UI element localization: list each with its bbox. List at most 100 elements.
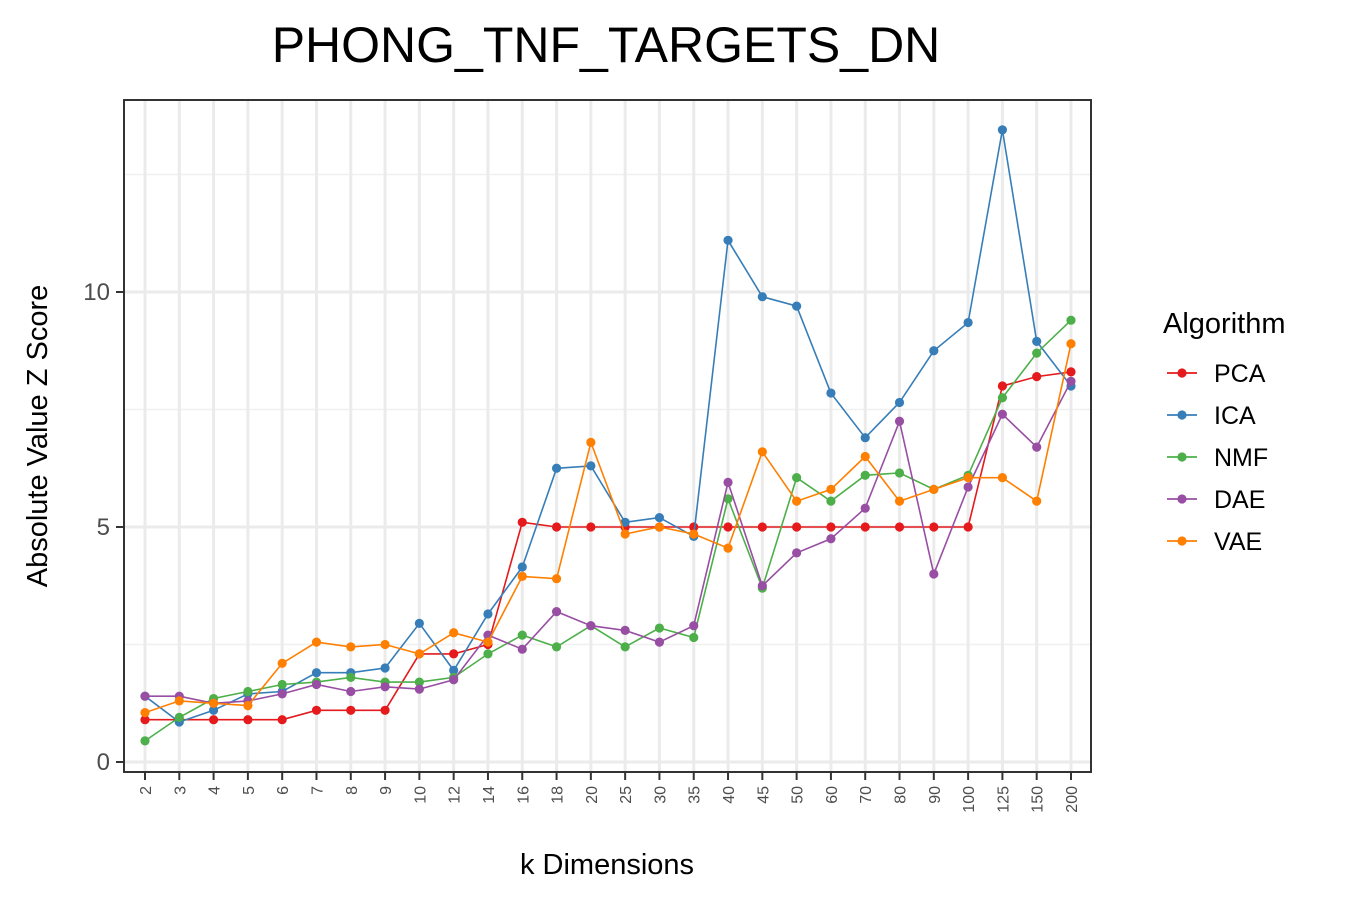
- legend-label: VAE: [1214, 528, 1262, 556]
- legend-item-dae: DAE: [1167, 486, 1265, 514]
- data-point: [140, 691, 150, 701]
- chart-title: PHONG_TNF_TARGETS_DN: [272, 17, 941, 73]
- data-point: [792, 522, 802, 532]
- legend-point: [1177, 494, 1187, 504]
- series-line-pca: [145, 371, 1072, 721]
- data-point: [620, 642, 630, 652]
- data-point: [963, 522, 973, 532]
- x-tick-label: 8: [344, 786, 361, 795]
- x-tick-label: 45: [755, 786, 772, 804]
- data-point: [277, 679, 287, 690]
- data-point: [929, 484, 939, 494]
- data-point: [346, 642, 356, 652]
- data-point: [1066, 339, 1076, 349]
- data-point: [483, 637, 493, 647]
- x-tick-label: 10: [412, 786, 429, 804]
- data-point: [620, 529, 630, 539]
- data-point: [380, 639, 390, 650]
- data-point: [208, 698, 219, 708]
- x-tick-label: 2: [138, 786, 155, 795]
- x-tick-label: 3: [172, 786, 189, 795]
- data-point: [723, 543, 733, 553]
- x-tick-label: 100: [961, 786, 978, 813]
- x-tick-label: 35: [687, 786, 704, 804]
- x-tick-label: 90: [927, 786, 944, 804]
- data-point: [826, 496, 836, 506]
- data-point: [311, 705, 322, 715]
- data-point: [723, 235, 733, 245]
- data-point: [792, 496, 802, 506]
- data-point: [174, 696, 184, 706]
- legend-label: DAE: [1214, 486, 1265, 514]
- x-tick-label: 25: [618, 786, 635, 804]
- data-point: [620, 625, 630, 636]
- y-tick-label: 10: [83, 279, 110, 306]
- legend-item-ica: ICA: [1167, 402, 1256, 430]
- x-tick-label: 9: [378, 786, 395, 795]
- data-point: [894, 416, 905, 426]
- data-point: [792, 473, 802, 483]
- data-point: [346, 686, 356, 697]
- x-tick-label: 14: [481, 786, 498, 804]
- series-layer: [140, 125, 1076, 746]
- data-point: [140, 736, 150, 746]
- data-point: [894, 468, 905, 478]
- data-point: [1032, 336, 1042, 346]
- x-tick-label: 60: [824, 786, 841, 804]
- legend-item-pca: PCA: [1167, 360, 1266, 388]
- data-point: [483, 649, 493, 659]
- data-point: [551, 463, 562, 473]
- legend-point: [1177, 368, 1187, 378]
- x-tick-label: 4: [207, 786, 224, 795]
- legend-point: [1177, 536, 1187, 546]
- data-point: [654, 623, 665, 633]
- legend-label: NMF: [1214, 444, 1268, 472]
- series-line-dae: [145, 380, 1072, 705]
- x-tick-label: 50: [790, 786, 807, 804]
- data-point: [723, 494, 733, 504]
- x-tick-label: 6: [275, 786, 292, 795]
- data-point: [997, 393, 1008, 403]
- data-point: [997, 409, 1008, 419]
- data-point: [311, 668, 322, 678]
- plot-background: [124, 100, 1091, 772]
- legend-label: PCA: [1214, 360, 1266, 388]
- x-tick-label: 7: [309, 786, 326, 795]
- x-tick-label: 80: [893, 786, 910, 804]
- data-point: [792, 301, 802, 311]
- data-point: [860, 470, 870, 480]
- data-point: [346, 672, 356, 683]
- legend-item-nmf: NMF: [1167, 444, 1268, 472]
- data-point: [346, 705, 356, 715]
- data-point: [243, 715, 253, 725]
- data-point: [860, 503, 870, 513]
- x-tick-label: 18: [550, 786, 567, 804]
- x-tick-label: 20: [584, 786, 601, 804]
- data-point: [380, 663, 390, 673]
- data-point: [1066, 376, 1076, 386]
- data-point: [963, 473, 973, 483]
- data-point: [860, 433, 870, 443]
- series-line-vae: [144, 343, 1072, 714]
- data-point: [826, 534, 836, 544]
- y-tick-label: 0: [97, 749, 110, 776]
- series-line-ica: [144, 129, 1072, 723]
- legend: Algorithm PCA ICA NMF DAE VAE: [1163, 308, 1286, 556]
- data-point: [963, 317, 973, 328]
- data-point: [243, 686, 253, 697]
- data-point: [620, 517, 630, 527]
- y-axis-title: Absolute Value Z Score: [22, 285, 54, 588]
- data-point: [997, 125, 1008, 135]
- data-point: [517, 571, 527, 581]
- data-point: [414, 649, 424, 659]
- data-point: [929, 346, 939, 356]
- data-point: [243, 701, 253, 711]
- data-point: [277, 689, 287, 699]
- data-point: [277, 715, 287, 725]
- data-point: [757, 447, 767, 457]
- data-point: [654, 513, 665, 523]
- x-tick-label: 16: [515, 786, 532, 804]
- data-point: [517, 517, 527, 527]
